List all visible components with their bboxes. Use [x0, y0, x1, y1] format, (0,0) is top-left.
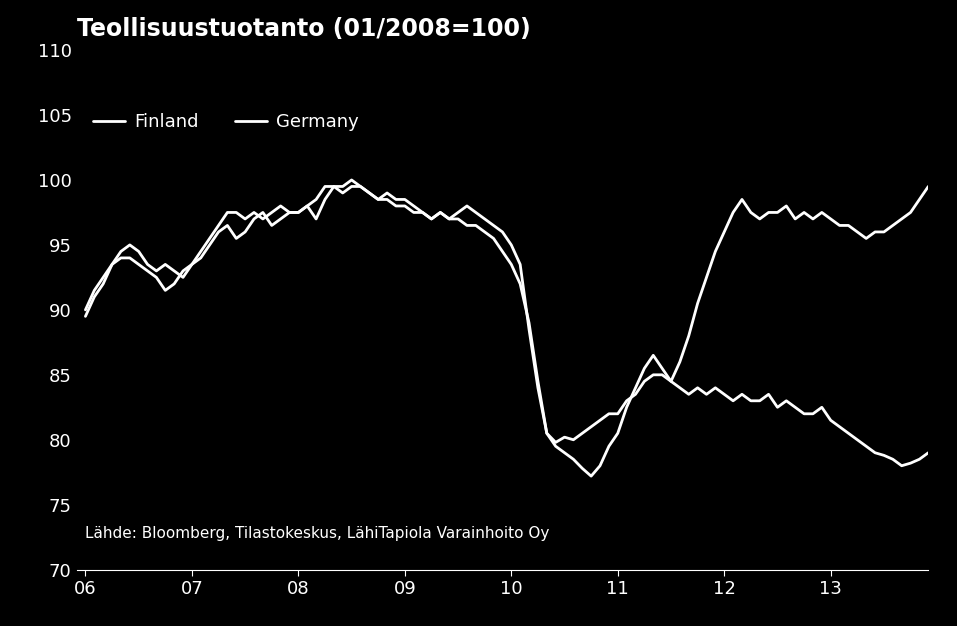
Line: Germany: Germany	[85, 187, 928, 476]
Finland	[320, 196, 331, 203]
Finland	[860, 443, 872, 450]
Germany	[453, 208, 464, 216]
Finland	[195, 254, 207, 262]
Germany	[541, 429, 552, 437]
Finland	[541, 429, 552, 437]
Finland	[345, 177, 357, 184]
Finland	[923, 449, 934, 456]
Germany	[195, 248, 207, 255]
Finland	[515, 280, 526, 288]
Germany	[515, 260, 526, 268]
Finland	[896, 462, 907, 470]
Finland	[453, 215, 464, 223]
Germany	[79, 306, 91, 314]
Text: Teollisuustuotanto (01/2008=100): Teollisuustuotanto (01/2008=100)	[77, 17, 530, 41]
Germany	[320, 183, 331, 190]
Text: Lähde: Bloomberg, Tilastokeskus, LähiTapiola Varainhoito Oy: Lähde: Bloomberg, Tilastokeskus, LähiTap…	[85, 526, 549, 541]
Germany	[923, 183, 934, 190]
Line: Finland: Finland	[85, 180, 928, 466]
Germany	[586, 473, 597, 480]
Finland	[79, 312, 91, 320]
Legend: Finland, Germany: Finland, Germany	[85, 106, 367, 138]
Germany	[869, 228, 880, 235]
Germany	[328, 183, 340, 190]
